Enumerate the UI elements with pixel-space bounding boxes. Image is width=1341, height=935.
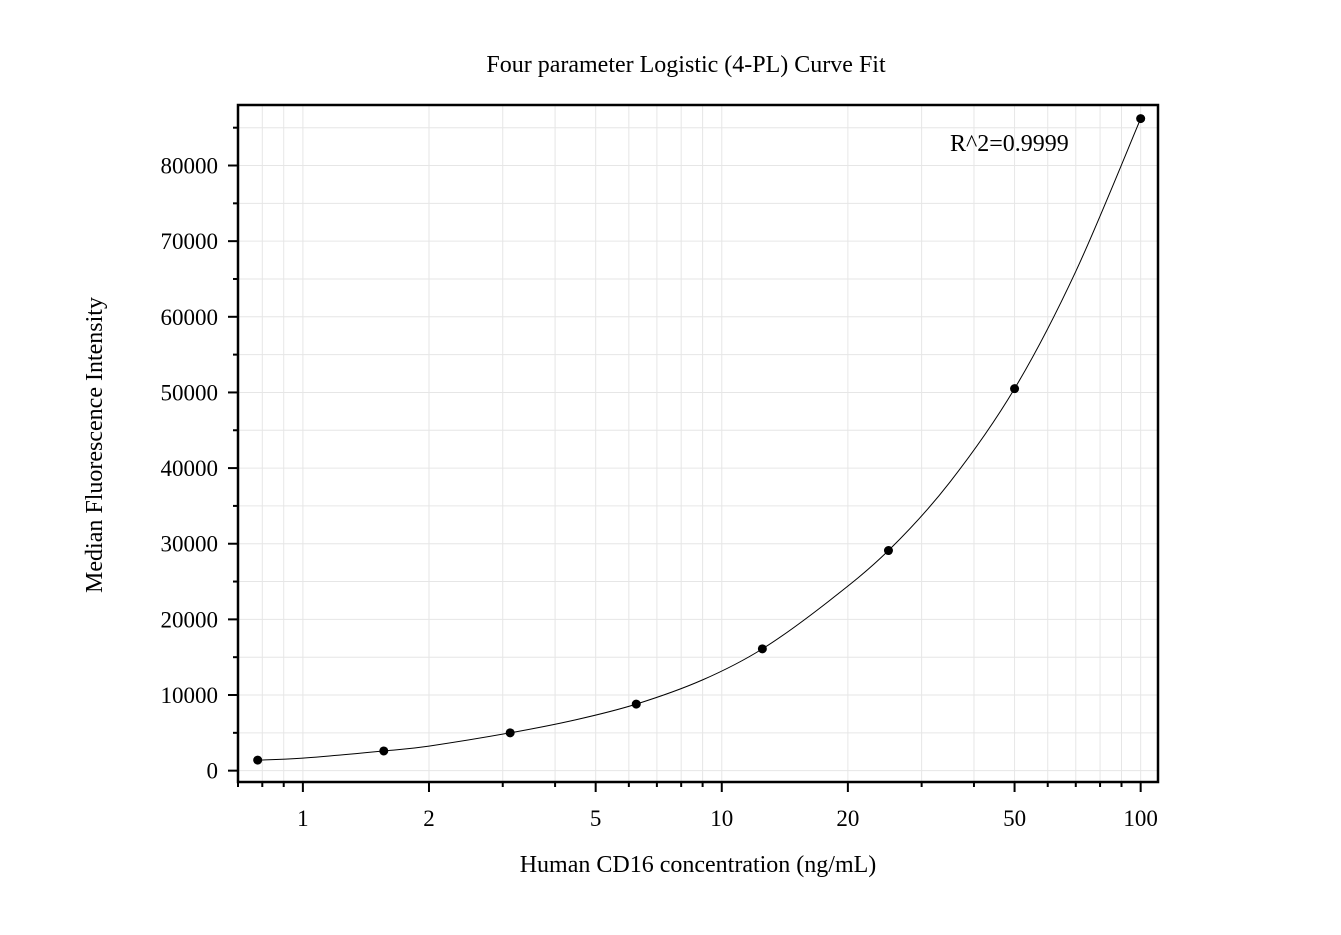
x-tick-label: 50 [1003,806,1026,831]
data-points [253,114,1146,765]
data-point [253,755,263,765]
data-point [1010,384,1020,394]
data-point [883,546,893,556]
x-tick-label: 100 [1123,806,1158,831]
y-tick-label: 80000 [161,154,219,179]
y-tick-label: 70000 [161,229,219,254]
x-tick-label: 2 [423,806,435,831]
major-ticks [228,164,1142,792]
data-point [1136,114,1146,124]
y-tick-label: 20000 [161,607,219,632]
x-axis-label: Human CD16 concentration (ng/mL) [520,852,877,878]
tick-labels: 1 2 5 10 20 50 100 0 10000 20000 30000 40000 50000 60… [161,154,1158,831]
grid-layer [237,105,1158,782]
plot-frame [236,103,1160,784]
fit-curve-line [257,118,1142,761]
y-tick-label: 0 [207,759,219,784]
x-tick-label: 1 [297,806,309,831]
data-point [379,746,389,756]
y-axis-label: Median Fluorescence Intensity [82,297,108,593]
x-tick-label: 10 [710,806,733,831]
y-tick-label: 40000 [161,456,219,481]
y-tick-label: 50000 [161,380,219,405]
minor-ticks [233,126,1123,787]
chart-title: Four parameter Logistic (4-PL) Curve Fit [486,52,886,78]
y-tick-label: 30000 [161,532,219,557]
y-tick-label: 10000 [161,683,219,708]
y-tick-label: 60000 [161,305,219,330]
r-squared-annotation: R^2=0.9999 [950,131,1069,157]
data-point [505,728,515,738]
data-point [757,644,767,654]
x-tick-label: 5 [590,806,602,831]
data-point [631,699,641,709]
x-tick-label: 20 [836,806,859,831]
